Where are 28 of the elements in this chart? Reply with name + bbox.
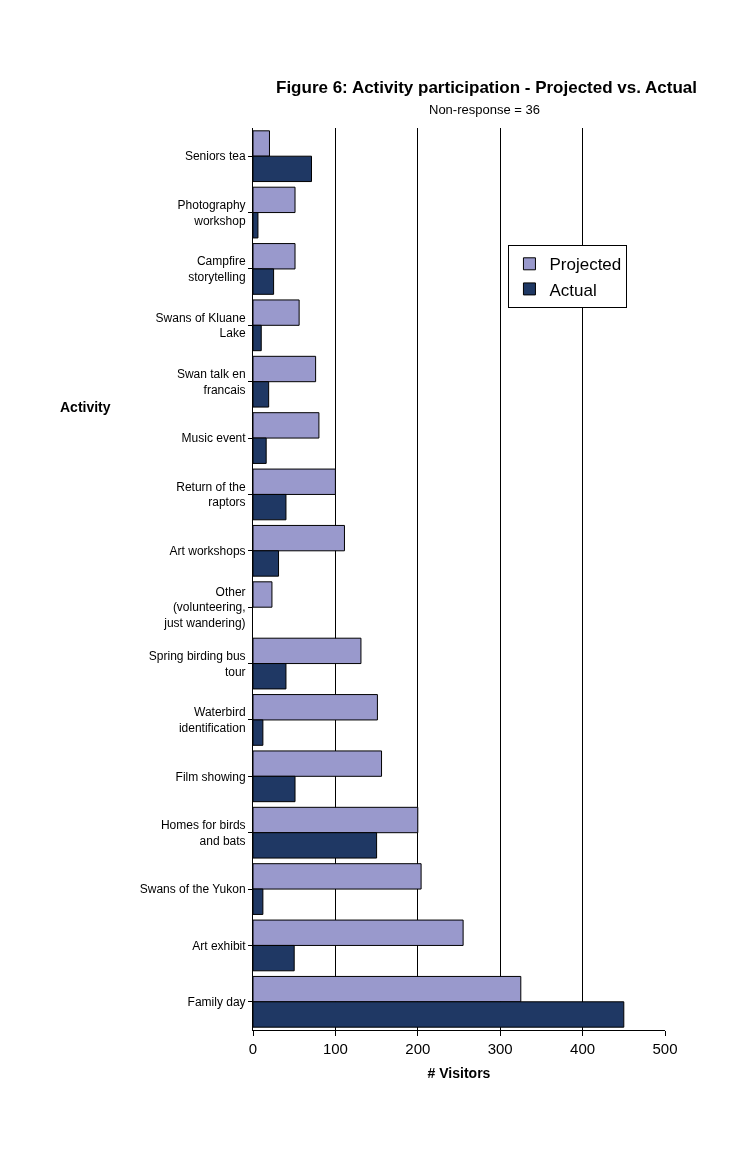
y-tick-label: Other (volunteering, just wandering) — [163, 584, 246, 630]
x-axis-title: # Visitors — [427, 1065, 491, 1082]
x-tick-label: 100 — [322, 1040, 348, 1057]
y-tick-label: Art exhibit — [192, 938, 247, 953]
x-tick-label: 300 — [487, 1040, 513, 1057]
legend-label: Projected — [549, 255, 622, 275]
chart-subtitle: Non-response = 36 — [429, 102, 540, 117]
chart-title: Figure 6: Activity participation - Projected vs. Actual — [276, 78, 697, 97]
y-axis-title: Activity — [60, 399, 111, 415]
y-tick-label: Music event — [181, 431, 247, 446]
y-tick-label: Swans of the Yukon — [139, 882, 246, 897]
y-tick-label: Swans of Kluane Lake — [155, 310, 246, 341]
y-tick-label: Seniors tea — [184, 149, 246, 164]
y-tick-label: Art workshops — [169, 544, 246, 559]
legend-label: Actual — [549, 280, 597, 300]
y-tick-label: Family day — [187, 995, 246, 1010]
y-tick-label: Homes for birds and bats — [160, 818, 246, 848]
y-tick-label: Film showing — [175, 769, 246, 784]
x-tick-label: 0 — [248, 1040, 258, 1057]
y-tick-label: Photography workshop — [177, 197, 246, 228]
x-tick-label: 500 — [652, 1040, 678, 1057]
y-tick-label: Campfire storytelling — [188, 254, 246, 284]
x-tick-label: 200 — [405, 1040, 431, 1057]
y-tick-label: Swan talk en francais — [176, 367, 246, 397]
y-tick-label: Return of the raptors — [176, 479, 246, 510]
y-tick-label: Spring birding bus tour — [148, 648, 246, 679]
x-tick-label: 400 — [570, 1040, 596, 1057]
y-tick-label: Waterbird identification — [178, 705, 246, 735]
